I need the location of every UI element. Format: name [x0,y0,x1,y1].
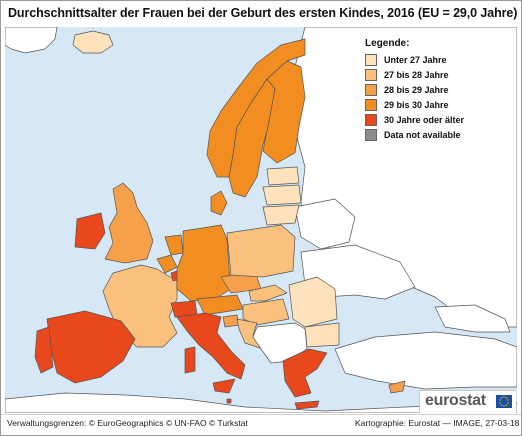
legend-label: 27 bis 28 Jahre [384,69,449,80]
legend-item-27-28: 27 bis 28 Jahre [365,68,483,81]
country-crete [294,400,320,410]
legend-swatch [365,68,377,81]
legend-swatch [365,113,377,126]
country-estonia [266,166,300,186]
legend-title: Legende: [365,38,410,49]
legend-item-no-data: Data not available [365,128,483,141]
country-sardinia [184,346,196,374]
legend-item-under-27: Unter 27 Jahre [365,53,483,66]
country-portugal [34,326,54,374]
country-slovakia [248,284,288,302]
logo-text: eurostat [425,392,486,409]
country-bulgaria [304,322,340,348]
legend-swatch [365,98,377,111]
eurostat-logo: eurostat [419,390,516,413]
country-hungary [242,298,290,326]
legend-item-29-30: 29 bis 30 Jahre [365,98,483,111]
legend-label: 29 bis 30 Jahre [384,99,449,110]
country-turkey [334,331,517,390]
region-greenland [5,27,58,54]
legend-swatch [365,53,377,66]
country-ireland [74,212,106,250]
legend-label: Unter 27 Jahre [384,54,447,65]
country-sicily [212,378,236,394]
country-malta [226,398,232,404]
country-united-kingdom [104,182,154,264]
country-cyprus [388,380,406,394]
legend-item-30-plus: 30 Jahre oder älter [365,113,483,126]
legend-swatch [365,128,377,141]
eu-flag-icon [496,395,512,408]
footer-credits: Verwaltungsgrenzen: © EuroGeographics © … [7,418,248,428]
region-north-africa [5,392,517,413]
country-lithuania [262,204,300,226]
country-poland [226,224,296,278]
country-italy [176,312,246,380]
country-romania [288,276,338,328]
legend-item-28-29: 28 bis 29 Jahre [365,83,483,96]
country-slovenia [222,314,240,328]
map-legend: Legende: Unter 27 Jahre 27 bis 28 Jahre … [357,33,489,149]
legend-label: Data not available [384,129,461,140]
country-spain [46,310,136,384]
legend-label: 28 bis 29 Jahre [384,84,449,95]
footer-cartography: Kartographie: Eurostat — IMAGE, 27-03-18 [355,418,520,428]
country-denmark [210,190,228,216]
country-belgium [156,254,178,274]
map-title: Durchschnittsalter der Frauen bei der Ge… [8,6,518,20]
country-netherlands [164,234,184,256]
legend-label: 30 Jahre oder älter [384,114,465,125]
region-caucasus [434,304,511,333]
legend-swatch [365,83,377,96]
footer-divider [1,414,521,415]
country-iceland [72,30,114,54]
country-austria [196,294,244,316]
country-finland [262,60,306,164]
country-belarus [294,198,356,250]
europe-map [5,27,517,413]
country-greece [282,348,328,398]
country-latvia [262,184,302,206]
country-germany [176,224,232,302]
